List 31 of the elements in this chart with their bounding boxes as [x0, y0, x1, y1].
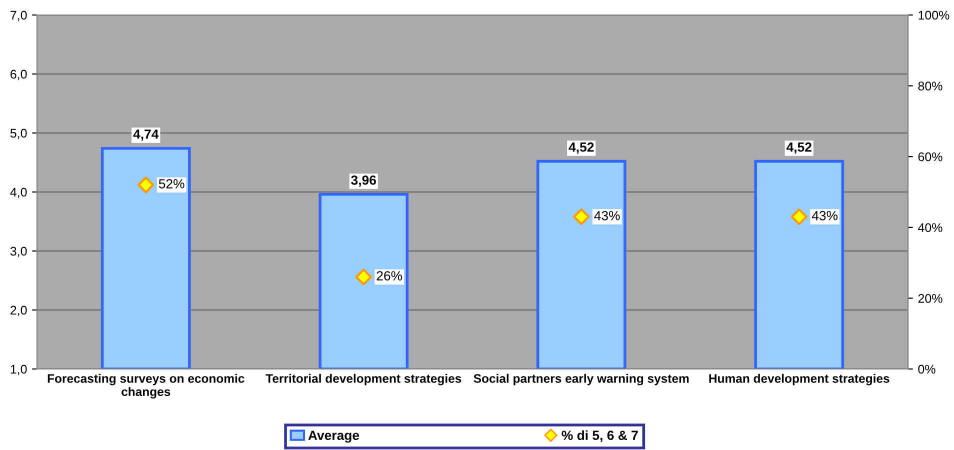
- x-tick-label: Territorial development strategies: [266, 374, 462, 386]
- data-label: 26%: [376, 271, 402, 280]
- y2-tick-label: 0%: [918, 364, 936, 374]
- y-tick-label: 2,0: [10, 306, 27, 316]
- point: [138, 176, 154, 194]
- y-tick-label: 4,0: [10, 188, 27, 198]
- y-tick-label: 3,0: [10, 246, 27, 258]
- y-tick-label: 6,0: [10, 70, 27, 80]
- data-label: 43%: [812, 210, 838, 220]
- x-tick-label: Social partners early warning system: [474, 374, 689, 386]
- y2-tick-label: 80%: [918, 82, 942, 90]
- point: [355, 268, 372, 286]
- y-tick-label: 1,0: [10, 364, 27, 376]
- x-tick-label: Human development strategies: [709, 374, 890, 386]
- legend-label: % di 5, 6 & 7: [562, 430, 638, 442]
- data-label: 4,74: [133, 130, 159, 141]
- y-tick-label: 5,0: [10, 128, 27, 140]
- data-label: 4,52: [786, 142, 812, 154]
- data-label: 4,52: [568, 142, 594, 154]
- point: [790, 208, 808, 226]
- data-label: 3,96: [351, 175, 376, 187]
- legend-label: Average: [308, 430, 360, 443]
- y2-tick-label: 60%: [918, 152, 942, 162]
- data-label: 52%: [158, 179, 184, 188]
- y2-tick-label: 100%: [918, 10, 950, 20]
- y2-tick-label: 20%: [918, 294, 942, 303]
- data-label: 43%: [594, 210, 620, 220]
- y2-tick-label: 40%: [918, 223, 942, 232]
- y-tick-label: 7,0: [10, 10, 27, 22]
- point: [573, 208, 590, 226]
- x-tick-label: Forecasting surveys on economic changes: [48, 374, 244, 399]
